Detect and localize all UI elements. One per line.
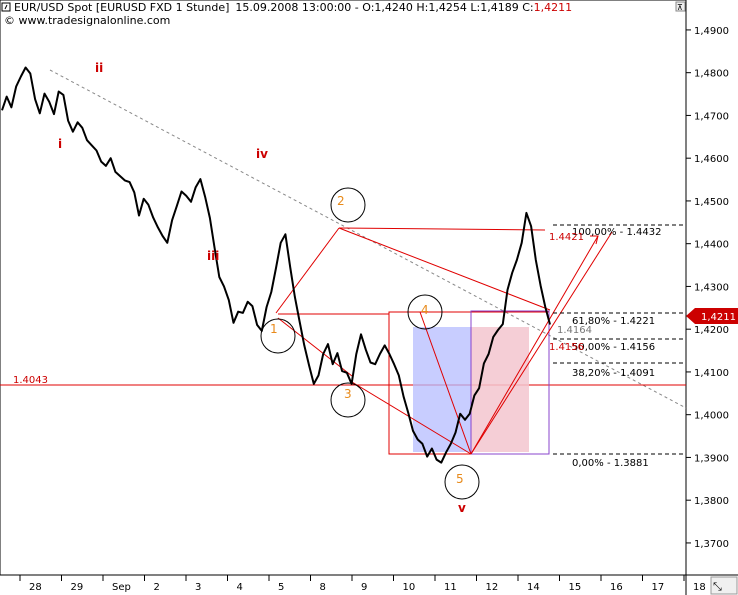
x-tick-label: 15: [569, 582, 582, 593]
x-tick-label: 17: [652, 582, 665, 593]
x-tick-label: 28: [29, 582, 42, 593]
target-label: 1.4156: [549, 342, 584, 353]
x-tick-label: 14: [527, 582, 540, 593]
close-value: 1,4211: [534, 1, 573, 14]
svg-text:EUR/USD Spot [EURUSD FXD 1 St: EUR/USD Spot [EURUSD FXD 1 Stunde] 15.09.…: [14, 1, 572, 14]
fib-label: 38,20% - 1.4091: [572, 368, 655, 379]
y-tick-label: 1,3800: [694, 496, 729, 507]
price-line: [1, 66, 551, 464]
x-tick-label: 9: [361, 582, 367, 593]
current-price-value: 1,4211: [701, 312, 736, 323]
x-tick-label: 4: [237, 582, 243, 593]
y-tick-label: 1,4500: [694, 197, 729, 208]
target-label: 1.4164: [557, 325, 592, 336]
x-tick-label: 11: [444, 582, 457, 593]
wave-label-red: iii: [207, 249, 219, 263]
x-tick-label: 12: [486, 582, 499, 593]
x-tick-label: 29: [71, 582, 84, 593]
x-tick-label: 18: [693, 582, 706, 593]
chart-header: EUR/USD Spot [EURUSD FXD 1 Stunde] 15.09.…: [1, 1, 686, 27]
x-tick-label: 3: [195, 582, 201, 593]
pink-box: [471, 327, 529, 452]
support-level-label: 1.4043: [13, 375, 48, 386]
purple-range-box: [470, 310, 550, 455]
wave-label-orange: 3: [344, 387, 352, 401]
fib-levels: [553, 224, 686, 455]
x-axis: 28 29 Sep 2 3 4 5 8 9 10 11 12 14 15 16 17 18: [19, 575, 706, 593]
scroll-up-button[interactable]: [675, 1, 686, 12]
y-tick-label: 1,4800: [694, 69, 729, 80]
scroll-right-button[interactable]: [710, 576, 738, 595]
x-tick-label: Sep: [112, 582, 131, 593]
y-tick-label: 1,4700: [694, 111, 729, 122]
wave-label-red: iv: [256, 147, 268, 161]
chevron-up-icon: ⊼: [677, 3, 683, 12]
y-tick-label: 1,4400: [694, 240, 729, 251]
fib-label: 50,00% - 1.4156: [572, 342, 655, 353]
price-series: [1, 66, 551, 464]
wave-label-red: v: [458, 501, 466, 515]
y-tick-label: 1,4100: [694, 368, 729, 379]
x-tick-label: 8: [320, 582, 326, 593]
y-tick-label: 1,4000: [694, 411, 729, 422]
x-tick-label: 2: [154, 582, 160, 593]
y-tick-label: 1,4600: [694, 154, 729, 165]
chart-menu-icon-mark: [4, 4, 8, 10]
wave-circles: [260, 187, 480, 500]
target-label: 1.4421: [549, 232, 584, 243]
y-tick-label: 1,3900: [694, 453, 729, 464]
chart-menu-icon[interactable]: [1, 2, 11, 12]
x-tick-label: 10: [403, 582, 416, 593]
symbol-label: EUR/USD Spot [EURUSD FXD 1 Stunde]: [14, 1, 229, 14]
wave-label-orange: 1: [270, 322, 278, 336]
fib-label: 100,00% - 1.4432: [572, 227, 661, 238]
x-tick-label: 5: [278, 582, 284, 593]
plot-area: [0, 0, 687, 576]
y-tick-label: 1,3700: [694, 539, 729, 550]
wave-label-orange: 5: [456, 472, 464, 486]
source-label: © www.tradesignalonline.com: [4, 14, 170, 27]
fib-label: 61,80% - 1.4221: [572, 316, 655, 327]
current-price-tag: 1,4211: [686, 308, 738, 324]
ohlc-label: 15.09.2008 13:00:00 - O:1,4240 H:1,4254 …: [235, 1, 533, 14]
y-axis: 1,4900 1,4800 1,4700 1,4600 1,4500 1,4400 1,43…: [686, 26, 729, 550]
fib-label: 0,00% - 1.3881: [572, 458, 649, 469]
x-tick-label: 16: [610, 582, 623, 593]
y-tick-label: 1,4200: [694, 325, 729, 336]
wave-lines: [275, 227, 613, 455]
wave-label-red: ii: [95, 61, 103, 75]
diagonal-arrow-icon: ⤡: [713, 580, 722, 593]
wave-label-red: i: [58, 137, 62, 151]
y-tick-label: 1,4300: [694, 282, 729, 293]
wave-label-orange: 4: [421, 303, 429, 317]
wave-label-orange: 2: [337, 194, 345, 208]
y-tick-label: 1,4900: [694, 26, 729, 37]
blue-box: [413, 327, 471, 452]
